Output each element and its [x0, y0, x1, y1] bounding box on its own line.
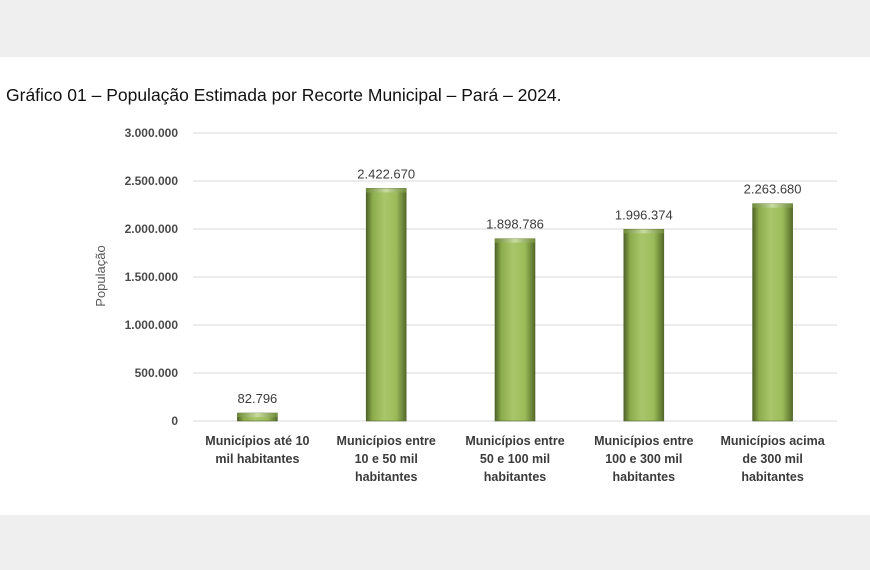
- x-category-label: Municípios até 10: [205, 434, 309, 448]
- y-tick-label: 500.000: [135, 366, 179, 380]
- x-category-label: habitantes: [355, 470, 418, 484]
- x-category-label: 100 e 300 mil: [605, 452, 682, 466]
- x-category-label: habitantes: [484, 470, 547, 484]
- x-category-label: de 300 mil: [742, 452, 802, 466]
- y-tick-label: 0: [171, 414, 178, 428]
- bar: [752, 203, 793, 422]
- bar-cap: [623, 229, 664, 234]
- x-category-label: Municípios entre: [594, 434, 693, 448]
- top-margin-band: [0, 0, 870, 57]
- x-category-label: habitantes: [741, 470, 804, 484]
- x-category-label: Municípios acima: [720, 434, 825, 448]
- bar-cap: [237, 413, 278, 418]
- bottom-margin-band: [0, 515, 870, 570]
- chart-title: Gráfico 01 – População Estimada por Reco…: [6, 85, 562, 105]
- x-category-label: mil habitantes: [215, 452, 299, 466]
- data-labels: 82.796 2.422.670 1.898.786 1.996.374 2.263.6…: [238, 166, 802, 406]
- y-axis-ticks: 0 500.000 1.000.000 1.500.000 2.000.000 2.500…: [125, 126, 179, 428]
- bar-cap: [495, 238, 535, 243]
- bar-cap: [752, 203, 793, 208]
- data-label: 2.422.670: [357, 166, 415, 181]
- x-category-label: Municípios entre: [465, 434, 564, 448]
- x-category-label: 50 e 100 mil: [480, 452, 550, 466]
- y-tick-label: 1.500.000: [125, 270, 179, 284]
- bar: [494, 238, 536, 422]
- y-tick-label: 1.000.000: [125, 318, 179, 332]
- y-tick-label: 3.000.000: [125, 126, 179, 140]
- bars: [237, 188, 793, 422]
- data-label: 1.898.786: [486, 217, 544, 232]
- x-category-label: Municípios entre: [337, 434, 436, 448]
- bar: [623, 229, 665, 422]
- bar-chart: 0 500.000 1.000.000 1.500.000 2.000.000 2.500…: [93, 126, 837, 484]
- data-label: 82.796: [238, 391, 278, 406]
- x-category-label: habitantes: [613, 470, 676, 484]
- data-label: 1.996.374: [615, 207, 673, 222]
- chart-card: Gráfico 01 – População Estimada por Reco…: [0, 57, 870, 515]
- bar: [365, 188, 407, 422]
- y-tick-label: 2.000.000: [125, 222, 179, 236]
- bar-cap: [366, 188, 407, 193]
- data-label: 2.263.680: [744, 182, 802, 197]
- y-axis-label: População: [93, 245, 108, 306]
- x-axis-categories: Municípios até 10 mil habitantes Município…: [205, 434, 825, 484]
- x-category-label: 10 e 50 mil: [355, 452, 418, 466]
- y-tick-label: 2.500.000: [125, 174, 179, 188]
